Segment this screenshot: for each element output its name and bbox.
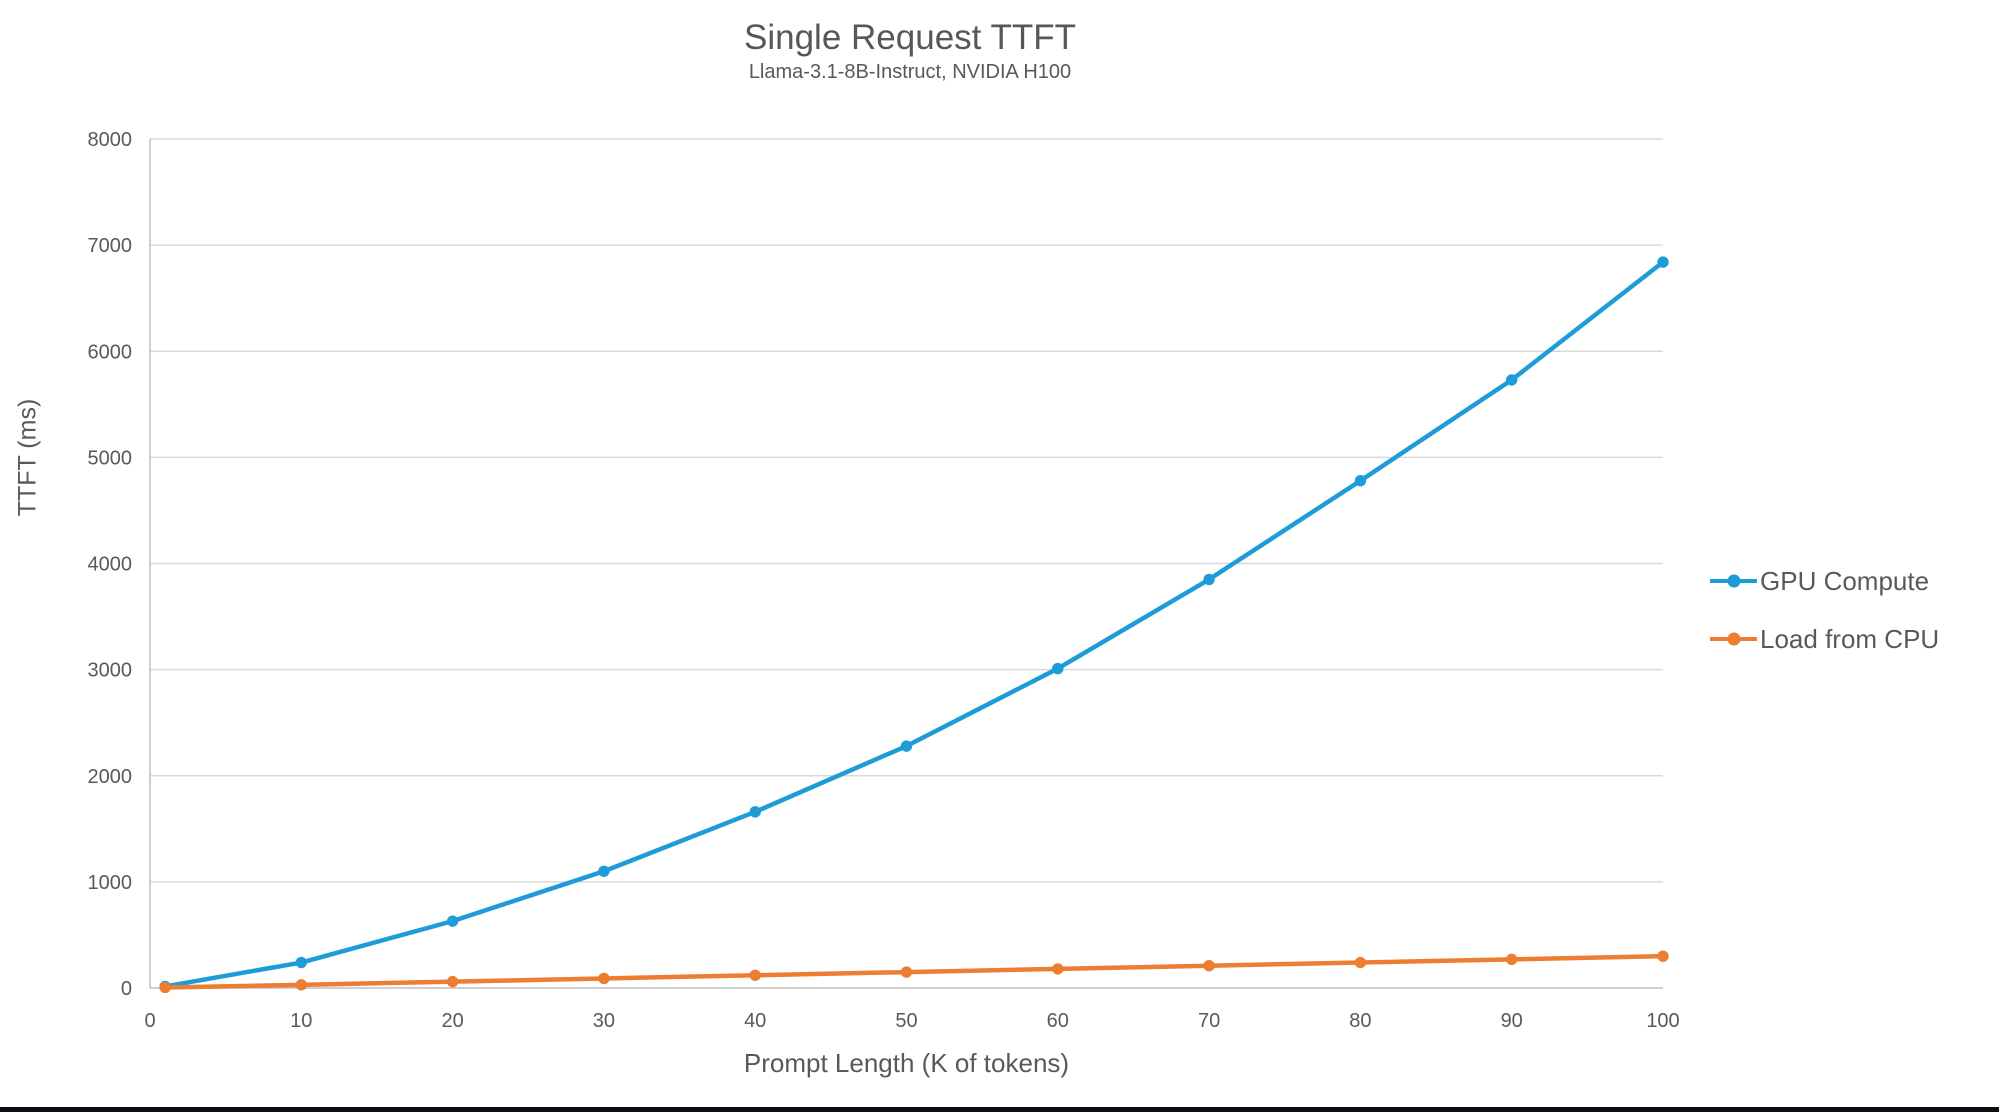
data-point-gpu-compute: [749, 806, 761, 818]
y-tick-label: 7000: [88, 235, 133, 257]
chart-title: Single Request TTFT: [744, 18, 1076, 57]
data-point-load-from-cpu: [1506, 953, 1518, 966]
data-point-load-from-cpu: [1052, 963, 1064, 975]
x-tick-label: 0: [144, 1010, 155, 1032]
y-tick-label: 6000: [88, 341, 133, 363]
x-tick-label: 40: [744, 1010, 766, 1032]
y-tick-label: 1000: [88, 872, 133, 894]
x-axis-title: Prompt Length (K of tokens): [743, 1048, 1070, 1078]
data-point-load-from-cpu: [749, 969, 761, 981]
x-tick-label: 100: [1646, 1010, 1679, 1032]
data-point-gpu-compute: [1203, 573, 1215, 586]
data-point-load-from-cpu: [598, 972, 610, 985]
y-tick-label: 5000: [88, 447, 133, 469]
data-point-load-from-cpu: [1203, 960, 1215, 972]
legend: GPU Compute Load from CPU: [1710, 564, 1939, 656]
data-point-load-from-cpu: [159, 981, 171, 994]
legend-item-gpu-compute: GPU Compute: [1710, 564, 1939, 598]
x-tick-label: 70: [1198, 1010, 1220, 1032]
legend-label-gpu-compute: GPU Compute: [1760, 565, 1930, 596]
data-point-gpu-compute: [900, 740, 913, 752]
bottom-divider-bar: [0, 1107, 1999, 1112]
data-point-gpu-compute: [446, 915, 459, 927]
y-tick-label: 8000: [88, 129, 133, 151]
data-point-gpu-compute: [598, 865, 610, 877]
y-tick-label: 4000: [88, 554, 133, 576]
data-point-gpu-compute: [1506, 374, 1518, 386]
x-tick-label: 10: [290, 1010, 312, 1032]
x-tick-label: 80: [1349, 1010, 1371, 1032]
data-point-load-from-cpu: [446, 975, 459, 988]
series-line-load-from-cpu: [162, 953, 1666, 990]
chart-subtitle: Llama-3.1-8B-Instruct, NVIDIA H100: [748, 61, 1072, 83]
data-point-load-from-cpu: [1657, 950, 1669, 962]
x-tick-label: 90: [1501, 1010, 1523, 1032]
legend-marker-gpu-compute-icon: [1710, 574, 1757, 588]
data-point-load-from-cpu: [295, 979, 307, 991]
data-point-gpu-compute: [295, 956, 307, 969]
y-tick-label: 3000: [88, 660, 133, 682]
legend-item-load-from-cpu: Load from CPU: [1710, 622, 1939, 656]
data-point-load-from-cpu: [900, 966, 913, 978]
x-tick-label: 30: [593, 1010, 615, 1032]
x-tick-label: 60: [1047, 1010, 1069, 1032]
y-tick-label: 0: [121, 978, 132, 1000]
data-point-load-from-cpu: [1354, 956, 1367, 969]
x-tick-label: 50: [895, 1010, 917, 1032]
data-point-gpu-compute: [1354, 475, 1367, 487]
legend-label-load-from-cpu: Load from CPU: [1760, 623, 1940, 654]
data-point-gpu-compute: [1052, 662, 1064, 675]
y-tick-label: 2000: [88, 766, 133, 788]
series-line-gpu-compute: [162, 259, 1666, 989]
x-tick-label: 20: [441, 1010, 463, 1032]
legend-marker-load-from-cpu-icon: [1710, 632, 1757, 646]
data-point-gpu-compute: [1657, 256, 1669, 268]
